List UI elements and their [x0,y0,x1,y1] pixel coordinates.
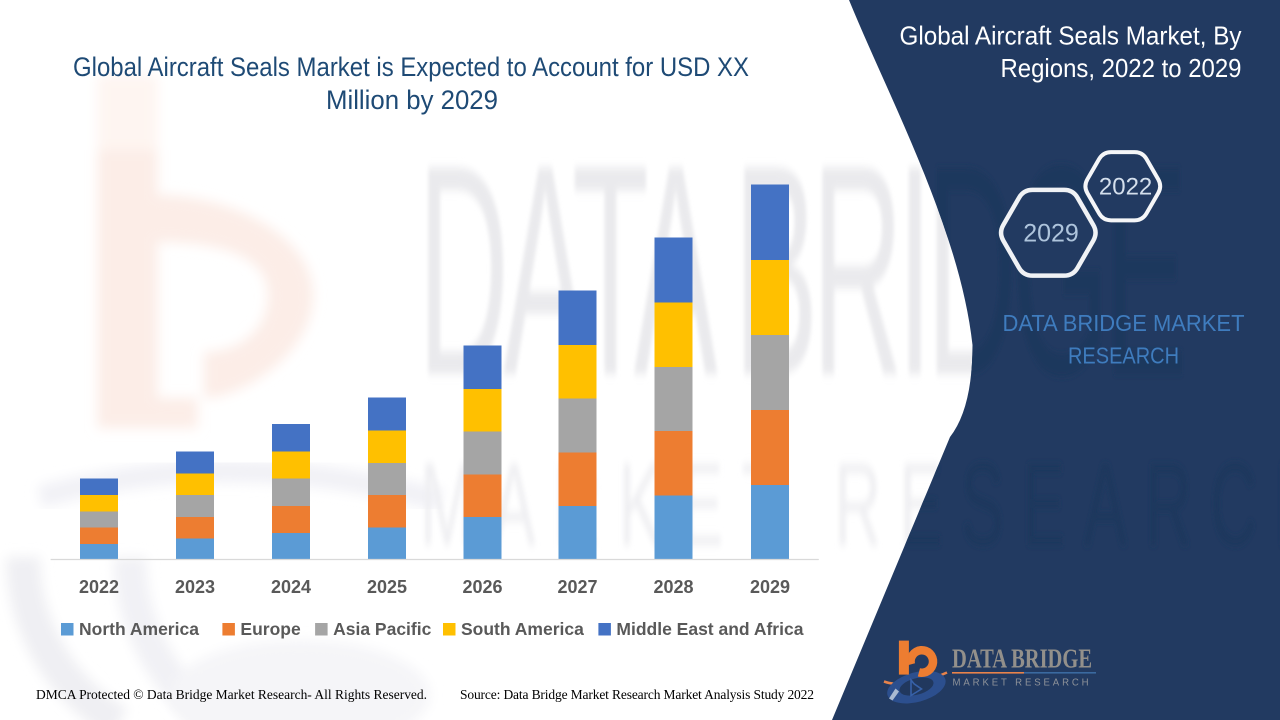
svg-text:Middle East and Africa: Middle East and Africa [616,619,803,639]
svg-text:2026: 2026 [462,577,502,597]
svg-text:DATA BRIDGE MARKET: DATA BRIDGE MARKET [1003,310,1245,336]
svg-text:North America: North America [79,619,199,639]
svg-text:2028: 2028 [653,577,693,597]
svg-text:RESEARCH: RESEARCH [1068,343,1179,369]
svg-text:2025: 2025 [367,577,407,597]
svg-text:2022: 2022 [79,577,119,597]
svg-text:Global Aircraft Seals Market,: Global Aircraft Seals Market, By [900,21,1242,51]
svg-text:DMCA Protected © Data Bridge M: DMCA Protected © Data Bridge Market Rese… [36,687,427,702]
svg-text:Million by 2029: Million by 2029 [326,85,498,115]
svg-text:DATA BRIDGE: DATA BRIDGE [952,644,1092,674]
svg-text:South America: South America [461,619,584,639]
svg-text:Asia Pacific: Asia Pacific [333,619,432,639]
svg-text:2029: 2029 [1023,220,1079,248]
svg-text:Regions, 2022 to 2029: Regions, 2022 to 2029 [1001,53,1242,83]
svg-text:Global Aircraft Seals Market i: Global Aircraft Seals Market is Expected… [73,52,749,82]
svg-text:2023: 2023 [175,577,215,597]
svg-text:2022: 2022 [1099,174,1152,201]
svg-text:MARKET RESEARCH: MARKET RESEARCH [953,678,1092,689]
svg-text:Europe: Europe [240,619,301,639]
svg-text:2024: 2024 [271,577,311,597]
svg-text:Source: Data Bridge Market Res: Source: Data Bridge Market Research Mark… [460,687,814,702]
svg-text:2027: 2027 [557,577,597,597]
svg-text:2029: 2029 [750,577,790,597]
